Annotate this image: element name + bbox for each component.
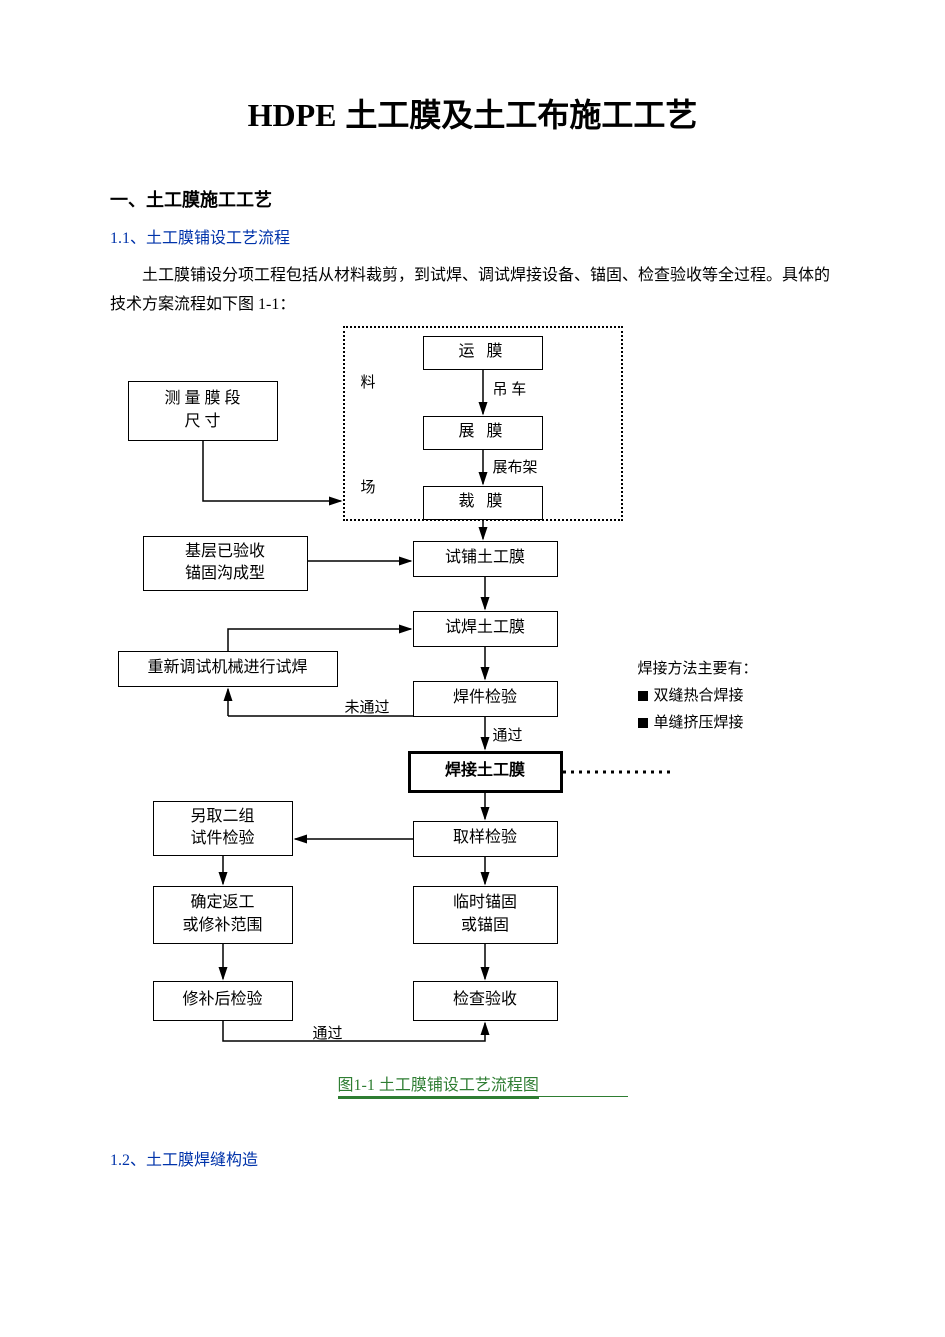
annotation-heading: 焊接方法主要有： [638,656,838,683]
figure-caption: 图1-1 土工膜铺设工艺流程图 [338,1071,539,1099]
caption-underline [338,1096,628,1097]
label-chang: 场 [361,476,376,497]
label-liao: 料 [361,371,376,392]
node-inspect-weld: 焊件检验 [413,681,558,717]
node-trial-weld: 试焊土工膜 [413,611,558,647]
node-trial-lay: 试铺土工膜 [413,541,558,577]
node-another: 另取二组 试件检验 [153,801,293,856]
node-base: 基层已验收 锚固沟成型 [143,536,308,591]
welding-methods-annotation: 焊接方法主要有： 双缝热合焊接 单缝挤压焊接 [638,656,838,737]
paragraph-intro: 土工膜铺设分项工程包括从材料裁剪，到试焊、调试焊接设备、锚固、检查验收等全过程。… [110,262,835,320]
subsection-1-1-heading: 1.1、土工膜铺设工艺流程 [110,224,835,248]
annotation-item-1: 双缝热合焊接 [638,683,838,710]
node-rework-scope: 确定返工 或修补范围 [153,886,293,944]
node-transport: 运 膜 [423,336,543,370]
node-cut: 裁 膜 [423,486,543,520]
node-measure: 测 量 膜 段 尺 寸 [128,381,278,441]
label-crane: 吊 车 [493,378,527,399]
label-fail: 未通过 [345,696,390,717]
node-sample: 取样检验 [413,821,558,857]
node-retune: 重新调试机械进行试焊 [118,651,338,687]
label-pass-2: 通过 [313,1022,343,1043]
page-title: HDPE 土工膜及土工布施工工艺 [110,90,835,136]
bullet-icon [638,691,648,701]
annotation-item-2: 单缝挤压焊接 [638,710,838,737]
node-weld: 焊接土工膜 [408,751,563,793]
node-spread: 展 膜 [423,416,543,450]
node-final: 检查验收 [413,981,558,1021]
title-latin: HDPE [248,97,337,133]
node-repair-check: 修补后检验 [153,981,293,1021]
section-1-heading: 一、土工膜施工工艺 [110,186,835,212]
title-rest: 土工膜及土工布施工工艺 [336,97,697,133]
label-rack: 展布架 [493,456,538,477]
node-anchor: 临时锚固 或锚固 [413,886,558,944]
label-pass: 通过 [493,724,523,745]
flowchart-container: 测 量 膜 段 尺 寸 运 膜 展 膜 裁 膜 基层已验收 锚固沟成型 试铺土工… [113,326,833,1136]
bullet-icon [638,718,648,728]
subsection-1-2-heading: 1.2、土工膜焊缝构造 [110,1146,835,1170]
